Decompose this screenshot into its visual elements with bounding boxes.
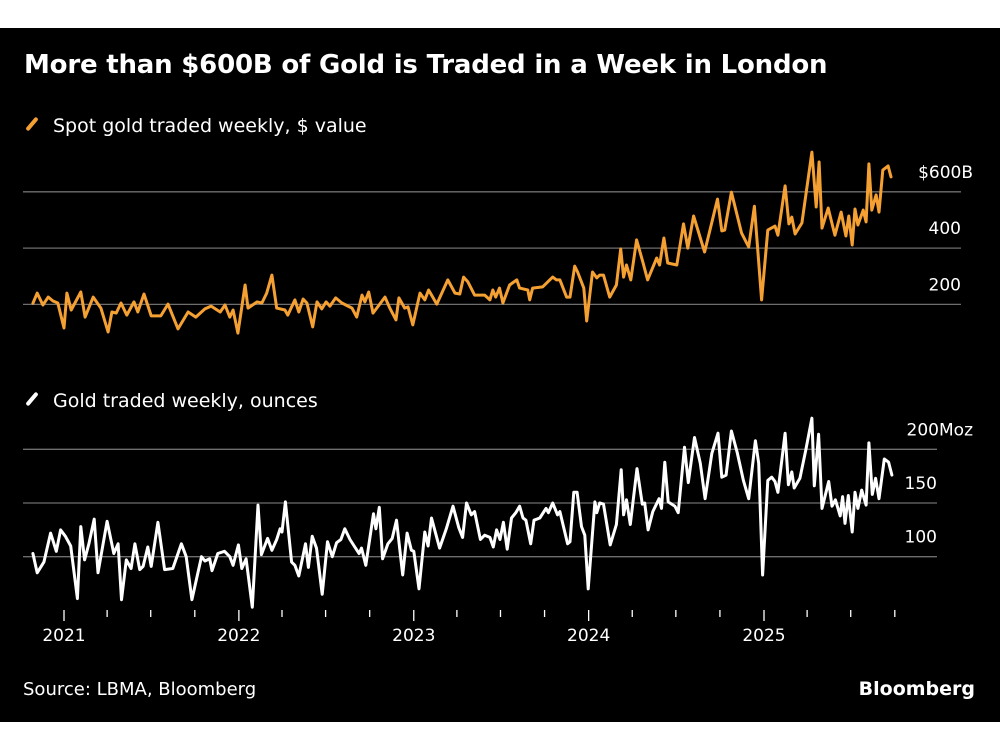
x-tick-label: 2023 [392, 626, 435, 646]
source-note: Source: LBMA, Bloomberg [23, 679, 257, 700]
series-line-dollar-value [31, 150, 893, 335]
bloomberg-logo: Bloomberg [858, 678, 975, 700]
x-tick-label: 2025 [742, 626, 785, 646]
y-tick-label: 100 [905, 528, 937, 548]
y-tick-label: 150 [905, 474, 937, 494]
y-tick-label: 400 [929, 219, 961, 239]
legend-value-series: Spot gold traded weekly, $ value [24, 115, 367, 137]
legend-ounces-series: Gold traded weekly, ounces [24, 390, 318, 412]
chart-panel [0, 28, 1000, 722]
x-tick-label: 2022 [217, 626, 260, 646]
legend-value-label: Spot gold traded weekly, $ value [53, 115, 367, 137]
x-tick-label: 2021 [42, 626, 85, 646]
y-tick-label: $600B [918, 163, 973, 183]
x-tick-label: 2024 [567, 626, 610, 646]
legend-ounces-label: Gold traded weekly, ounces [53, 390, 318, 412]
y-tick-label: 200 [929, 275, 961, 295]
y-tick-label: 200Moz [907, 420, 974, 440]
chart-title: More than $600B of Gold is Traded in a W… [24, 50, 828, 80]
series-line-ounces [31, 416, 894, 609]
